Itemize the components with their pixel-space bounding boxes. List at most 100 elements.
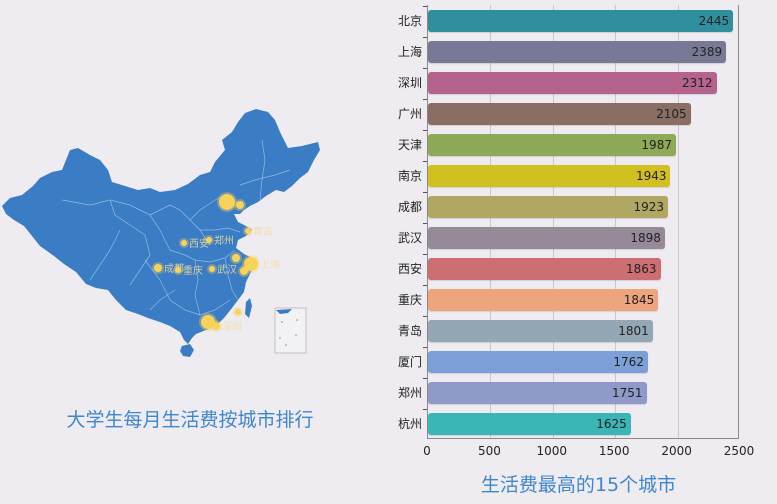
bar-row: 2389: [428, 41, 727, 63]
bar: 2389: [428, 41, 727, 63]
city-marker: [235, 309, 241, 315]
y-tick: [423, 409, 427, 410]
city-marker: [175, 267, 181, 273]
bar-value-label: 2445: [698, 14, 730, 28]
x-tick-label: 2500: [723, 444, 755, 458]
gridline: [552, 5, 554, 438]
x-tick-label: 1000: [536, 444, 568, 458]
y-tick: [423, 285, 427, 286]
bar-value-label: 2312: [681, 76, 713, 90]
bar-row: 1987: [428, 134, 676, 156]
south-china-sea-inset: [274, 307, 307, 354]
gridline: [677, 5, 679, 438]
category-label: 南京: [397, 169, 422, 183]
y-tick: [423, 37, 427, 38]
bar-row: 1845: [428, 289, 659, 311]
y-tick: [423, 347, 427, 348]
bar-value-label: 1898: [630, 231, 661, 245]
x-tick-label: 0: [423, 444, 431, 458]
bar-chart-panel: 北京 上海 深圳 广州 天津 南京 成都 武汉 西安 重庆 青岛 厦门 郑州 杭州 2445 2389 231…: [380, 0, 777, 504]
bar: 1987: [428, 134, 676, 156]
city-marker: [236, 201, 244, 209]
city-marker: [201, 315, 215, 329]
y-tick: [423, 161, 427, 162]
bar: 1845: [428, 289, 659, 311]
category-label: 成都: [397, 200, 422, 214]
category-label: 郑州: [397, 386, 422, 400]
city-marker: [181, 240, 187, 246]
x-tick-label: 2000: [661, 444, 692, 458]
bar: 1762: [428, 351, 648, 373]
bar: 1751: [428, 382, 647, 404]
city-marker: [232, 254, 240, 262]
bar: 1943: [428, 165, 671, 187]
city-marker: [154, 264, 162, 272]
bar-row: 1898: [428, 227, 665, 249]
category-label: 深圳: [397, 76, 422, 90]
bar-row: 1625: [428, 413, 631, 435]
gridline: [490, 5, 492, 438]
bar-row: 1801: [428, 320, 653, 342]
bar: 1625: [428, 413, 631, 435]
china-land: [2, 109, 320, 357]
bar-value-label: 2105: [656, 107, 687, 121]
x-tick-label: 500: [477, 444, 501, 458]
y-tick: [423, 316, 427, 317]
bar-row: 1863: [428, 258, 661, 280]
category-label: 上海: [397, 45, 422, 59]
bar-row: 1923: [428, 196, 668, 218]
category-label: 武汉: [397, 231, 422, 245]
city-marker-label: 上海: [260, 258, 280, 271]
bar-value-label: 1751: [611, 386, 643, 400]
city-marker-label: 西安: [189, 237, 209, 250]
hainan-island: [180, 344, 194, 357]
city-marker-label: 武汉: [217, 263, 237, 276]
chart-title: 生活费最高的15个城市: [480, 474, 677, 496]
y-tick: [423, 223, 427, 224]
category-label: 天津: [397, 138, 422, 152]
bar-row: 1943: [428, 165, 671, 187]
city-marker-label: 深圳: [222, 321, 242, 333]
bar: 1923: [428, 196, 668, 218]
city-marker: [212, 322, 220, 330]
bar-value-label: 1987: [641, 138, 672, 152]
city-marker-label: 郑州: [214, 234, 234, 247]
bar: 1801: [428, 320, 653, 342]
bar-value-label: 1801: [618, 324, 649, 338]
category-label: 青岛: [397, 324, 422, 338]
city-marker-label: 重庆: [183, 264, 203, 277]
province-borders: [61, 139, 291, 316]
city-marker: [219, 194, 235, 210]
bar: 2445: [428, 10, 734, 32]
china-outline: [2, 109, 320, 344]
bar-value-label: 1762: [613, 355, 644, 369]
y-tick: [423, 192, 427, 193]
china-map-panel: 青岛 西安 郑州 成都 重庆 武汉 上海 深圳 大学生每月生活费按城市排行: [0, 0, 380, 504]
map-caption: 大学生每月生活费按城市排行: [66, 409, 314, 431]
gridline: [615, 5, 617, 438]
city-marker: [209, 266, 215, 272]
bar-value-label: 1845: [623, 293, 655, 307]
taiwan-island: [245, 298, 252, 318]
bar-value-label: 2389: [691, 45, 723, 59]
y-tick: [423, 68, 427, 69]
bar: 2312: [428, 72, 717, 94]
bar-row: 1751: [428, 382, 647, 404]
bar: 1898: [428, 227, 665, 249]
city-marker: [244, 257, 258, 271]
category-label: 西安: [397, 262, 422, 276]
bar-value-label: 1923: [633, 200, 664, 214]
bar: 1863: [428, 258, 661, 280]
y-tick: [423, 378, 427, 379]
city-marker: [240, 267, 248, 275]
category-label: 北京: [397, 14, 422, 28]
bar-value-label: 1863: [625, 262, 657, 276]
category-label: 广州: [397, 107, 422, 121]
y-tick: [423, 99, 427, 100]
plot-area: 2445 2389 2312 2105 1987 1943 1923 1898 1863 1845…: [427, 5, 739, 439]
y-tick: [423, 6, 427, 7]
y-tick: [423, 254, 427, 255]
category-label: 厦门: [397, 355, 422, 369]
